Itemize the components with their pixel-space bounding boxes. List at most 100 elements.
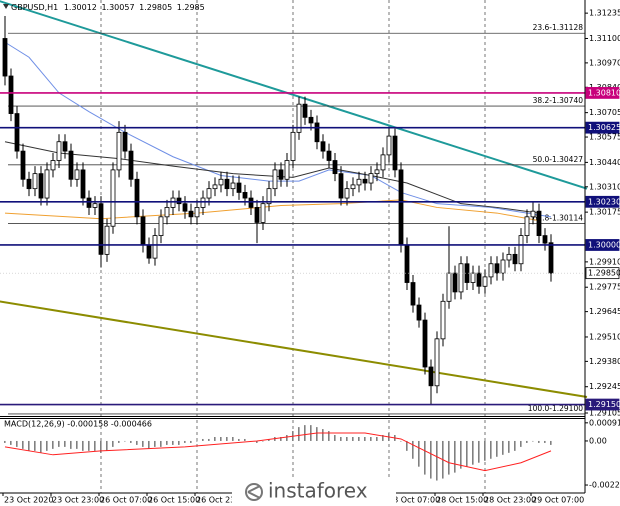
candle-body xyxy=(218,178,224,186)
macd-bar xyxy=(448,440,450,475)
macd-bar xyxy=(544,440,546,443)
candle-body xyxy=(80,169,86,199)
macd-bar xyxy=(358,436,360,441)
macd-bar xyxy=(286,435,288,441)
candle-body xyxy=(284,160,290,180)
candle-body xyxy=(302,103,308,118)
candle-body xyxy=(260,203,266,223)
macd-bar xyxy=(538,440,540,443)
macd-bar xyxy=(46,440,48,451)
level-label: 1.29850 xyxy=(588,269,620,278)
y-tick-label: 1.30575 xyxy=(589,133,620,142)
macd-bar xyxy=(28,440,30,451)
candle-body xyxy=(206,188,212,199)
macd-bar xyxy=(280,436,282,441)
candle-body xyxy=(356,178,362,186)
macd-bar xyxy=(340,436,342,441)
fib-label: 38.2-1.30740 xyxy=(533,96,584,105)
candle-body xyxy=(542,235,548,244)
macd-bar xyxy=(328,431,330,441)
level-label: 1.30000 xyxy=(588,240,620,249)
candle-body xyxy=(158,216,164,236)
candle-body xyxy=(428,366,434,387)
macd-tick-label: -0.002227 xyxy=(589,481,620,490)
candle-body xyxy=(476,272,482,287)
macd-panel xyxy=(4,425,552,481)
watermark: instaforex xyxy=(232,477,396,506)
candle-body xyxy=(320,141,326,152)
candle-body xyxy=(170,197,176,208)
candle-body xyxy=(410,282,416,306)
candle-body xyxy=(362,178,368,184)
macd-bar xyxy=(58,440,60,447)
macd-bar xyxy=(112,440,114,447)
candle-body xyxy=(506,253,512,261)
candle-body xyxy=(134,178,140,218)
macd-bar xyxy=(226,436,228,441)
macd-bar xyxy=(178,440,180,445)
candle-body xyxy=(62,141,68,152)
y-tick-label: 1.31100 xyxy=(589,34,620,43)
y-tick-label: 1.29910 xyxy=(589,257,620,266)
macd-tick-label: 0.000916 xyxy=(589,418,620,427)
candle-body xyxy=(386,135,392,156)
macd-bar xyxy=(10,440,12,445)
header: GBPUSD,H1 1.30012 1.30057 1.29805 1.2985 xyxy=(3,3,205,12)
macd-bar xyxy=(106,440,108,451)
macd-bar xyxy=(94,440,96,451)
symbol: GBPUSD,H1 xyxy=(11,3,58,12)
x-tick-label: 23 Oct 2020 xyxy=(4,496,53,505)
watermark-icon xyxy=(247,485,261,499)
header-high: 1.30057 xyxy=(101,3,134,12)
macd-bar xyxy=(64,440,66,447)
macd-bar xyxy=(400,440,402,442)
candle-body xyxy=(26,178,32,190)
y-tick-label: 1.30705 xyxy=(589,108,620,117)
macd-bar xyxy=(502,440,504,455)
candle-body xyxy=(338,173,344,199)
macd-bar xyxy=(160,440,162,447)
x-tick-label: 28 Oct 23:00 xyxy=(484,496,536,505)
y-tick-label: 1.30440 xyxy=(589,158,620,167)
candle-body xyxy=(176,197,182,205)
macd-bar xyxy=(364,436,366,441)
candle-body xyxy=(140,216,146,246)
macd-bar xyxy=(76,440,78,449)
y-tick-label: 1.29645 xyxy=(589,307,620,316)
candle-body xyxy=(314,122,320,143)
fib-label: 50.0-1.30427 xyxy=(533,155,584,164)
candle-body xyxy=(110,169,116,227)
candle-body xyxy=(374,169,380,175)
candle-body xyxy=(20,150,26,180)
candle-body xyxy=(248,197,254,208)
macd-bar xyxy=(490,440,492,459)
y-tick-label: 1.29510 xyxy=(589,332,620,341)
macd-bar xyxy=(118,440,120,443)
macd-bar xyxy=(406,440,408,451)
candle-body xyxy=(440,300,446,340)
trendline xyxy=(0,300,588,399)
level-label: 1.29150 xyxy=(588,400,620,409)
candle-body xyxy=(254,207,260,223)
macd-bar xyxy=(496,440,498,457)
y-tick-label: 1.30310 xyxy=(589,182,620,191)
candle-body xyxy=(230,182,236,190)
x-tick-label: 28 Oct 07:00 xyxy=(388,496,440,505)
trendline xyxy=(0,0,588,190)
macd-bar xyxy=(124,440,126,442)
x-tick-label: 26 Oct 15:00 xyxy=(148,496,200,505)
candle-body xyxy=(536,210,542,236)
candle-body xyxy=(398,169,404,246)
header-low: 1.29805 xyxy=(139,3,172,12)
macd-bar xyxy=(208,438,210,441)
candle-body xyxy=(350,184,356,190)
y-tick-label: 1.29245 xyxy=(589,382,620,391)
candle-body xyxy=(56,141,62,161)
x-tick-label: 26 Oct 07:00 xyxy=(100,496,152,505)
y-tick-label: 1.29105 xyxy=(589,408,620,417)
candle-body xyxy=(32,173,38,190)
y-tick-label: 1.30175 xyxy=(589,208,620,217)
candle-body xyxy=(188,210,194,218)
level-label-bg xyxy=(585,267,620,280)
watermark-text: instaforex xyxy=(268,479,368,503)
